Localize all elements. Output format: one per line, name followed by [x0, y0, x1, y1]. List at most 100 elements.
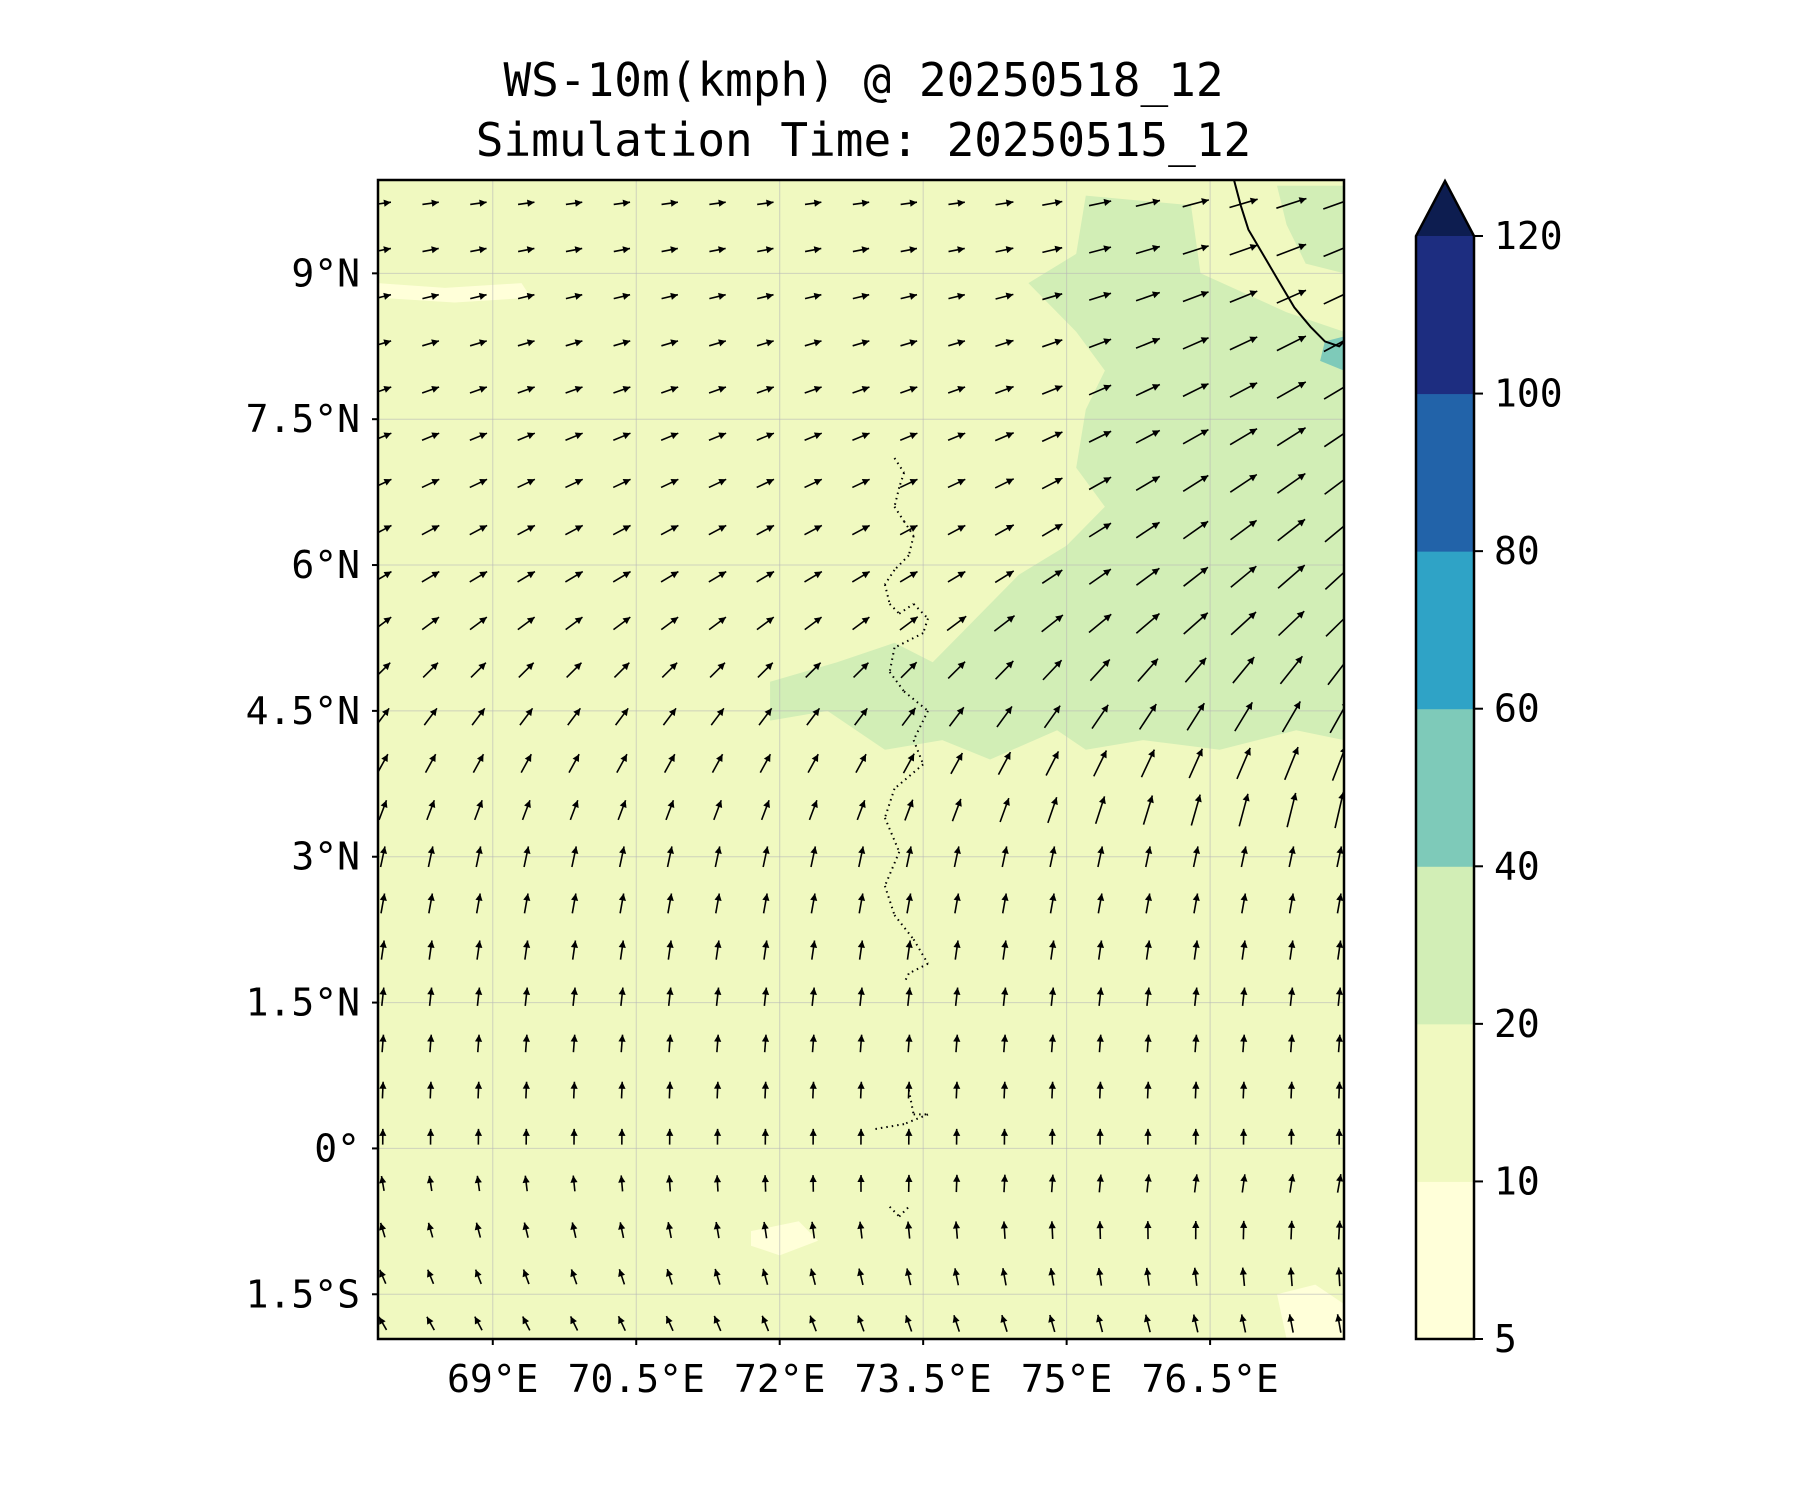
wind-arrow	[519, 707, 534, 726]
wind-arrow	[570, 1222, 578, 1238]
wind-arrow	[569, 799, 579, 821]
wind-arrow	[1182, 290, 1209, 303]
wind-arrow	[858, 846, 866, 868]
wind-arrow	[952, 1221, 961, 1239]
wind-arrow	[474, 1269, 482, 1285]
wind-arrow	[711, 753, 724, 773]
wind-arrow	[378, 753, 389, 773]
wind-arrow	[756, 524, 775, 536]
wind-arrow	[1144, 1174, 1152, 1193]
wind-arrow	[378, 1316, 388, 1331]
wind-arrow	[713, 1175, 722, 1192]
lon-tick-label: 73.5°E	[855, 1357, 992, 1401]
wind-arrow	[427, 1081, 435, 1099]
wind-arrow	[1190, 794, 1202, 826]
wind-arrow	[761, 1081, 770, 1099]
wind-arrow	[708, 478, 727, 489]
wind-arrow	[709, 292, 726, 300]
wind-arrow	[1097, 846, 1105, 868]
wind-arrow	[1143, 1314, 1151, 1333]
wind-arrow	[804, 432, 823, 441]
wind-arrow	[475, 987, 483, 1006]
colorbar-extend-triangle	[1416, 181, 1474, 236]
wind-arrow	[1138, 703, 1157, 730]
wind-arrow	[474, 1081, 483, 1099]
lon-tick-label: 69°E	[447, 1357, 539, 1401]
wind-arrow	[517, 246, 535, 254]
wind-arrow	[1288, 1174, 1296, 1193]
wind-arrow	[1135, 383, 1161, 397]
wind-arrow	[1230, 519, 1258, 541]
wind-arrow	[899, 524, 918, 536]
colorbar-tick-label: 60	[1494, 687, 1540, 731]
wind-arrow	[852, 478, 870, 489]
wind-arrow	[568, 753, 580, 773]
wind-arrow	[378, 524, 392, 534]
wind-arrow	[809, 1034, 817, 1053]
wind-arrow	[517, 570, 536, 583]
wind-arrow	[379, 940, 387, 960]
wind-arrow	[571, 893, 579, 914]
wind-arrow	[378, 799, 388, 821]
island-outline	[883, 851, 901, 887]
wind-arrow	[1048, 1174, 1057, 1193]
wind-arrow	[948, 706, 965, 727]
wind-arrow	[1279, 655, 1304, 685]
wind-arrow	[522, 1034, 530, 1053]
wind-arrow	[1229, 244, 1258, 256]
island-outline	[888, 671, 905, 693]
wind-arrow	[947, 478, 966, 489]
wind-arrow	[902, 753, 915, 774]
wind-arrow	[900, 385, 918, 394]
wind-arrow	[379, 1034, 387, 1053]
wind-arrow	[469, 339, 487, 347]
wind-arrow	[1048, 1314, 1056, 1333]
wind-arrow	[517, 616, 536, 631]
wind-arrow	[953, 1034, 961, 1053]
wind-arrow	[852, 292, 870, 300]
wind-arrow	[1184, 657, 1207, 683]
wind-arrow	[517, 385, 535, 394]
wind-arrow	[1323, 247, 1344, 258]
wind-arrow	[378, 478, 392, 487]
wind-arrow	[1135, 567, 1160, 586]
wind-arrow	[1192, 1220, 1200, 1240]
wind-arrow	[618, 846, 627, 868]
wind-arrow	[1239, 1267, 1247, 1287]
wind-arrow	[900, 339, 918, 347]
wind-arrow	[899, 432, 918, 441]
wind-arrow	[997, 751, 1012, 775]
wind-arrow	[899, 570, 918, 583]
lat-tick-label: 4.5°N	[246, 689, 360, 733]
lat-tick-label: 1.5°S	[246, 1272, 360, 1316]
wind-arrow	[1096, 1267, 1104, 1286]
wind-arrow	[521, 799, 531, 821]
wind-arrow	[1191, 1314, 1199, 1333]
wind-arrow	[564, 570, 584, 583]
wind-arrow	[1183, 566, 1209, 587]
wind-arrow	[565, 292, 583, 300]
wind-arrow	[757, 246, 774, 254]
wind-arrow	[422, 199, 439, 207]
wind-arrow	[757, 662, 774, 679]
wind-arrow	[1182, 337, 1209, 350]
wind-arrow	[1335, 1128, 1343, 1145]
wind-arrow	[1041, 431, 1063, 443]
wind-arrow	[709, 246, 726, 254]
wind-arrow	[857, 893, 866, 914]
island-outline	[908, 962, 929, 975]
wind-vectors	[378, 197, 1344, 1333]
wind-arrow	[571, 846, 579, 868]
wind-arrow	[1094, 796, 1106, 824]
wind-arrow	[567, 707, 582, 726]
wind-arrow	[900, 661, 918, 679]
wind-arrow	[570, 1175, 578, 1192]
wind-arrow	[379, 1175, 387, 1191]
wind-arrow	[1043, 705, 1061, 729]
wind-arrow	[1135, 337, 1161, 349]
wind-arrow	[570, 987, 578, 1006]
wind-arrow	[948, 339, 966, 347]
wind-arrow	[1091, 704, 1109, 730]
wind-arrow	[905, 893, 913, 914]
wind-arrow	[709, 662, 726, 679]
